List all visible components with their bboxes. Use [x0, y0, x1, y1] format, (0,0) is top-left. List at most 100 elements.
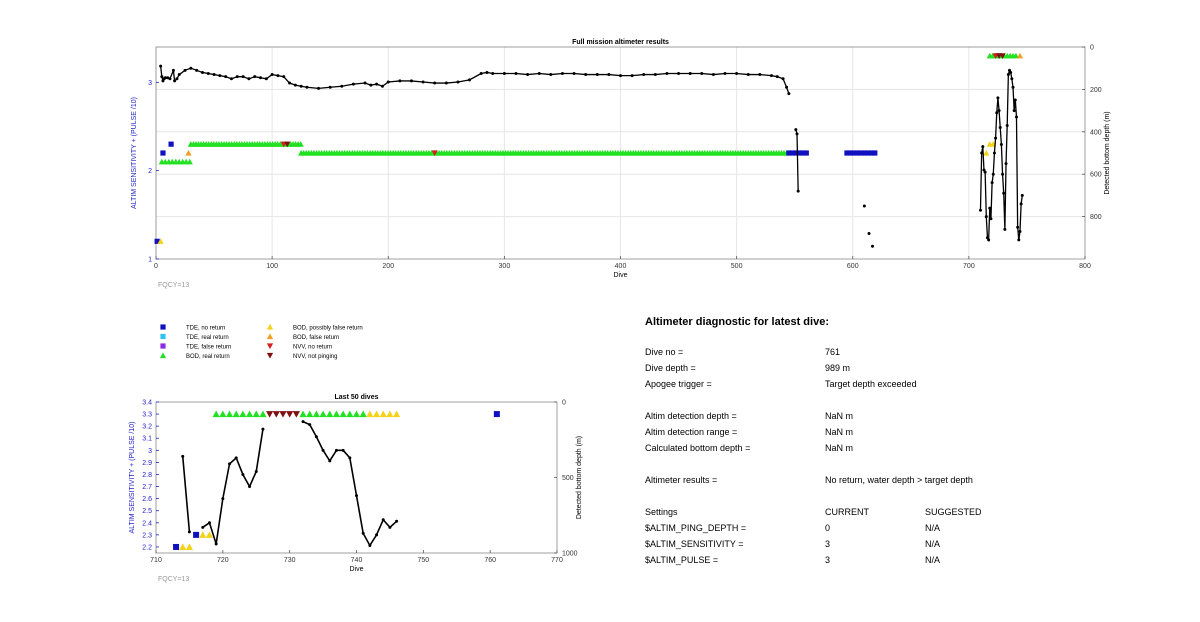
setting-marker — [266, 411, 274, 418]
x-tick-label: 600 — [847, 263, 859, 270]
diagnostic-label: Altimeter results = — [645, 475, 718, 485]
depth-point — [299, 84, 303, 88]
setting-marker — [359, 410, 367, 418]
depth-point — [334, 448, 338, 452]
setting-marker — [319, 410, 327, 418]
y-left-tick-label: 3.4 — [142, 399, 152, 406]
depth-point — [1006, 73, 1010, 77]
diagnostic-panel: Altimeter diagnostic for latest dive: Di… — [645, 0, 1165, 622]
x-tick-label: 750 — [417, 557, 429, 564]
depth-point — [980, 151, 984, 155]
setting-marker — [366, 410, 374, 418]
legend-label: TDE, false return — [186, 344, 231, 350]
diagnostic-label: Dive no = — [645, 347, 684, 357]
depth-point — [177, 73, 181, 77]
depth-point — [1009, 70, 1013, 74]
setting-marker — [154, 238, 160, 244]
y-right-tick-label: 0 — [1090, 44, 1094, 51]
setting-marker — [239, 410, 247, 418]
setting-marker — [186, 158, 193, 165]
setting-marker — [796, 150, 802, 156]
depth-point — [1003, 227, 1007, 231]
setting-marker — [199, 531, 207, 538]
depth-point — [160, 75, 164, 79]
setting-marker — [352, 410, 361, 418]
depth-point — [997, 109, 1001, 113]
depth-point — [1012, 109, 1016, 113]
depth-point — [746, 73, 750, 77]
depth-point — [787, 92, 791, 96]
x-tick-label: 760 — [484, 557, 496, 564]
setting-marker — [379, 410, 387, 418]
diagnostic-title: Altimeter diagnostic for latest dive: — [645, 316, 829, 328]
depth-point — [560, 72, 564, 75]
depth-point — [229, 77, 233, 81]
legend-label: BOD, real return — [186, 354, 230, 360]
y-right-axis-label: Detected bottom depth (m) — [1104, 111, 1111, 194]
depth-point — [166, 76, 170, 80]
diagnostic-label: Altim detection depth = — [645, 411, 737, 421]
setting-marker — [493, 411, 500, 418]
depth-point — [386, 80, 390, 84]
setting-marker — [312, 410, 320, 418]
settings-header-row: Settings CURRENT SUGGESTED — [645, 507, 1165, 521]
y-left-tick-label: 2.9 — [142, 460, 152, 467]
depth-point — [989, 217, 993, 221]
depth-point — [317, 86, 321, 90]
setting-marker — [245, 410, 254, 418]
x-tick-label: 700 — [963, 263, 975, 270]
depth-point — [1017, 238, 1021, 242]
x-tick-label: 0 — [154, 263, 158, 270]
depth-point — [206, 72, 210, 75]
depth-trace — [181, 456, 191, 532]
depth-point — [572, 72, 576, 75]
depth-point — [711, 73, 715, 77]
setting-marker — [786, 150, 792, 156]
x-tick-label: 800 — [1079, 263, 1091, 270]
diagnostic-label: Dive depth = — [645, 363, 696, 373]
depth-point — [665, 72, 669, 75]
setting-marker — [326, 410, 334, 418]
frequency-note: FQCY=13 — [158, 282, 189, 289]
setting-marker — [286, 411, 294, 418]
settings-header-suggested: SUGGESTED — [925, 507, 982, 517]
legend-marker — [159, 352, 167, 359]
x-tick-label: 720 — [217, 557, 229, 564]
setting-marker — [173, 543, 180, 550]
setting-marker — [168, 141, 174, 147]
setting-current: 3 — [825, 555, 831, 565]
setting-marker — [205, 531, 214, 538]
setting-marker — [999, 53, 1006, 59]
y-left-tick-label: 3 — [148, 448, 152, 455]
depth-point — [388, 525, 392, 529]
depth-point — [341, 448, 345, 452]
setting-marker — [219, 410, 227, 418]
depth-point — [381, 518, 385, 522]
depth-point — [978, 208, 982, 212]
depth-point — [175, 77, 179, 81]
depth-point — [1002, 191, 1006, 195]
settings-row: $ALTIM_SENSITIVITY = 3 N/A — [645, 539, 1165, 553]
depth-point — [201, 525, 205, 529]
y-right-axis-label: Detected bottom depth (m) — [576, 436, 583, 519]
y-left-axis-label: ALTIM SENSITIVITY + (PULSE /10) — [129, 422, 136, 534]
depth-point — [990, 181, 994, 185]
depth-point — [254, 469, 258, 473]
x-tick-label: 300 — [499, 263, 511, 270]
frequency-note: FQCY=13 — [158, 576, 189, 583]
depth-point — [677, 72, 681, 75]
setting-name: $ALTIM_PULSE = — [645, 555, 719, 565]
depth-point — [355, 494, 358, 498]
depth-point — [769, 74, 773, 78]
depth-point — [1016, 225, 1020, 229]
depth-point — [795, 132, 799, 136]
setting-marker — [861, 150, 867, 156]
depth-point — [247, 77, 251, 81]
depth-point — [994, 136, 998, 140]
y-left-axis-label: ALTIM SENSITIVITY + (PULSE /10) — [131, 97, 138, 209]
setting-marker — [983, 149, 990, 156]
depth-point — [270, 73, 274, 77]
depth-point — [398, 79, 402, 83]
setting-marker — [225, 410, 234, 418]
depth-point — [288, 81, 292, 85]
